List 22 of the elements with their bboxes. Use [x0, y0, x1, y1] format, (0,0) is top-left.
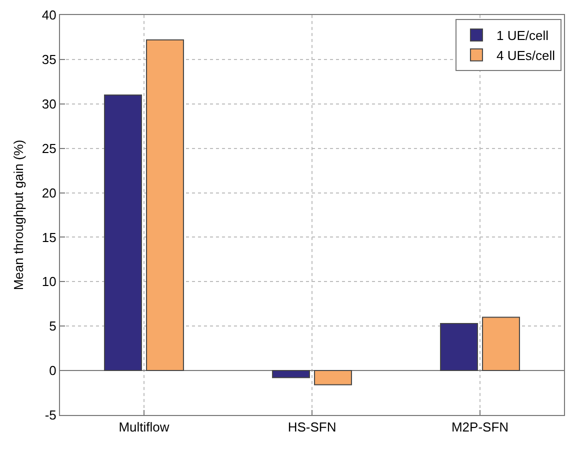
- bar: [440, 322, 478, 372]
- y-tick-label: 30: [42, 96, 56, 112]
- y-tick-label: 15: [42, 230, 56, 245]
- x-tick-label: HS-SFN: [288, 420, 336, 435]
- y-tick-label: 40: [42, 8, 56, 23]
- y-tick-label: 5: [49, 318, 56, 334]
- y-tick-label: 20: [42, 185, 56, 200]
- legend-label: 1 UE/cell: [496, 28, 549, 44]
- y-tick-label: 35: [42, 52, 56, 67]
- y-tick-label: 10: [42, 274, 56, 290]
- bar: [272, 370, 310, 378]
- bar: [146, 39, 184, 372]
- y-axis-title: Mean throughput gain (%): [10, 140, 26, 290]
- x-tick-label: Multiflow: [118, 420, 170, 435]
- legend-label: 4 UEs/cell: [496, 48, 556, 63]
- y-tick-label: 0: [49, 363, 56, 378]
- y-tick-label: -5: [44, 408, 56, 423]
- bar: [482, 316, 520, 372]
- bar: [314, 370, 352, 386]
- bar: [104, 94, 142, 372]
- x-tick-label: M2P-SFN: [451, 420, 509, 435]
- y-tick-label: 25: [42, 140, 56, 156]
